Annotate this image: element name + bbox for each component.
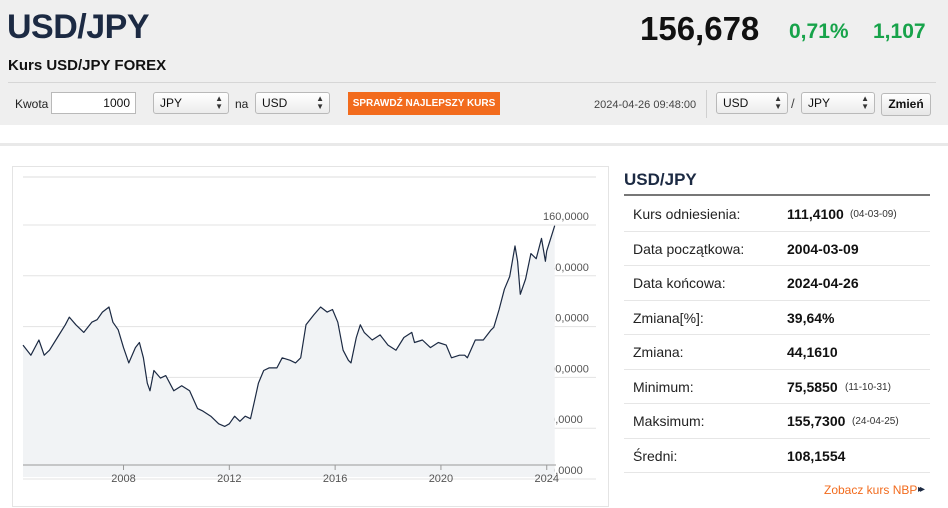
stats-label: Data początkowa: [633, 240, 745, 257]
select-arrows-icon: ▲ ▼ [774, 94, 782, 111]
stats-row: Minimum: 75,5850 (11-10-31) [624, 370, 930, 404]
select-arrows-icon: ▲ ▼ [316, 94, 324, 111]
toolbar-divider [706, 90, 707, 118]
amount-label: Kwota [15, 97, 49, 111]
nbp-rate-link[interactable]: Zobacz kurs NBP [824, 483, 918, 497]
stats-label: Zmiana[%]: [633, 309, 704, 326]
x-tick-label: 2016 [323, 473, 347, 485]
content-divider [0, 143, 948, 146]
pair-subtitle: Kurs USD/JPY FOREX [8, 57, 167, 74]
chart-panel: 160,0000 140,0000 120,0000 100,0000 80,0000 6… [12, 166, 609, 507]
pair-base-value: USD [723, 96, 749, 110]
series-line [22, 225, 556, 427]
stats-row: Średni: 108,1554 [624, 439, 930, 473]
stats-date: (04-03-09) [850, 209, 897, 220]
header-divider [8, 82, 936, 83]
rate-change-percent: 0,71% [789, 20, 849, 43]
stats-row: Zmiana: 44,1610 [624, 335, 930, 370]
change-pair-button[interactable]: Zmień [881, 93, 931, 116]
pair-quote-value: JPY [808, 96, 831, 110]
double-arrow-icon: ▸▸ [918, 484, 925, 495]
stats-value: 108,1554 [787, 447, 846, 464]
stats-row: Maksimum: 155,7300 (24-04-25) [624, 404, 930, 439]
stats-value: 75,5850 [787, 378, 838, 395]
stats-date: (11-10-31) [845, 381, 891, 393]
stats-value: 44,1610 [787, 344, 838, 360]
best-rate-button[interactable]: SPRAWDŹ NAJLEPSZY KURS [348, 92, 500, 115]
stats-label: Kurs odniesienia: [633, 206, 741, 222]
from-currency-value: JPY [160, 96, 183, 110]
select-arrows-icon: ▲ ▼ [215, 94, 223, 111]
x-tick-label: 2024 [534, 473, 558, 485]
stats-row: Zmiana[%]: 39,64% [624, 301, 930, 335]
pair-base-select[interactable]: USD ▲ ▼ [716, 92, 788, 114]
stats-table: Kurs odniesienia: 111,4100 (04-03-09) Da… [624, 197, 930, 473]
stats-label: Minimum: [633, 378, 694, 395]
to-currency-select[interactable]: USD ▲ ▼ [255, 92, 330, 114]
from-currency-select[interactable]: JPY ▲ ▼ [153, 92, 229, 114]
stats-row: Kurs odniesienia: 111,4100 (04-03-09) [624, 197, 930, 232]
pair-separator: / [791, 96, 795, 111]
pair-quote-select[interactable]: JPY ▲ ▼ [801, 92, 875, 114]
to-label: na [235, 97, 249, 111]
x-tick-label: 2020 [429, 473, 453, 485]
stats-row: Data początkowa: 2004-03-09 [624, 232, 930, 266]
stats-date: (24-04-25) [852, 416, 899, 427]
current-rate: 156,678 [640, 10, 760, 47]
amount-input[interactable] [51, 92, 136, 114]
stats-value: 155,7300 [787, 413, 846, 429]
area-fill [23, 225, 555, 477]
x-tick-label: 2012 [217, 473, 241, 485]
stats-value: 111,4100 [787, 206, 844, 222]
select-arrows-icon: ▲ ▼ [861, 94, 869, 111]
quote-header: USD/JPY Kurs USD/JPY FOREX 156,678 0,71%… [0, 0, 948, 125]
y-tick-label: 160,0000 [543, 211, 589, 223]
rate-history-chart: 160,0000140,0000120,0000100,000080,00006… [22, 176, 596, 485]
to-currency-value: USD [262, 96, 288, 110]
pair-title: USD/JPY [7, 8, 150, 46]
x-tick-label: 2008 [111, 473, 135, 485]
stats-value: 2004-03-09 [787, 240, 859, 257]
stats-row: Data końcowa: 2024-04-26 [624, 266, 930, 301]
stats-value: 39,64% [787, 309, 835, 326]
quote-timestamp: 2024-04-26 09:48:00 [594, 99, 697, 111]
rate-change-absolute: 1,107 [873, 20, 926, 43]
stats-label: Data końcowa: [633, 275, 726, 291]
stats-value: 2024-04-26 [787, 275, 859, 291]
stats-title-divider [624, 194, 930, 196]
stats-label: Maksimum: [633, 413, 705, 429]
stats-title: USD/JPY [624, 170, 697, 189]
stats-label: Średni: [633, 447, 678, 464]
stats-label: Zmiana: [633, 344, 684, 360]
